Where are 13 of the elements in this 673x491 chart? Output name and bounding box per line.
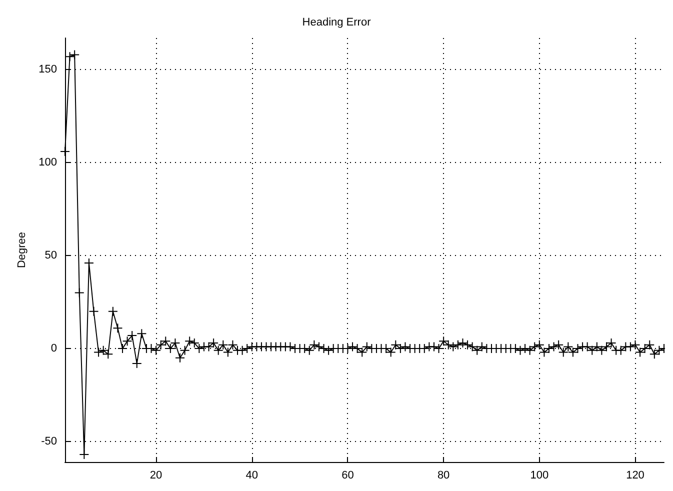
x-tick-label: 60 bbox=[342, 470, 354, 482]
y-axis-title: Degree bbox=[16, 232, 28, 268]
y-tick-label: 0 bbox=[50, 342, 57, 355]
x-tick-label: 80 bbox=[437, 470, 450, 482]
y-tick-label: 150 bbox=[38, 64, 57, 76]
x-tick-label: 120 bbox=[626, 470, 644, 482]
chart-title: Heading Error bbox=[302, 16, 372, 28]
x-tick-label: 100 bbox=[530, 470, 549, 482]
y-tick-label: -50 bbox=[41, 436, 57, 448]
x-tick-label: 20 bbox=[150, 470, 162, 482]
y-tick-label: 100 bbox=[38, 156, 57, 169]
y-tick-label: 50 bbox=[44, 250, 57, 262]
x-tick-label: 40 bbox=[246, 470, 258, 482]
